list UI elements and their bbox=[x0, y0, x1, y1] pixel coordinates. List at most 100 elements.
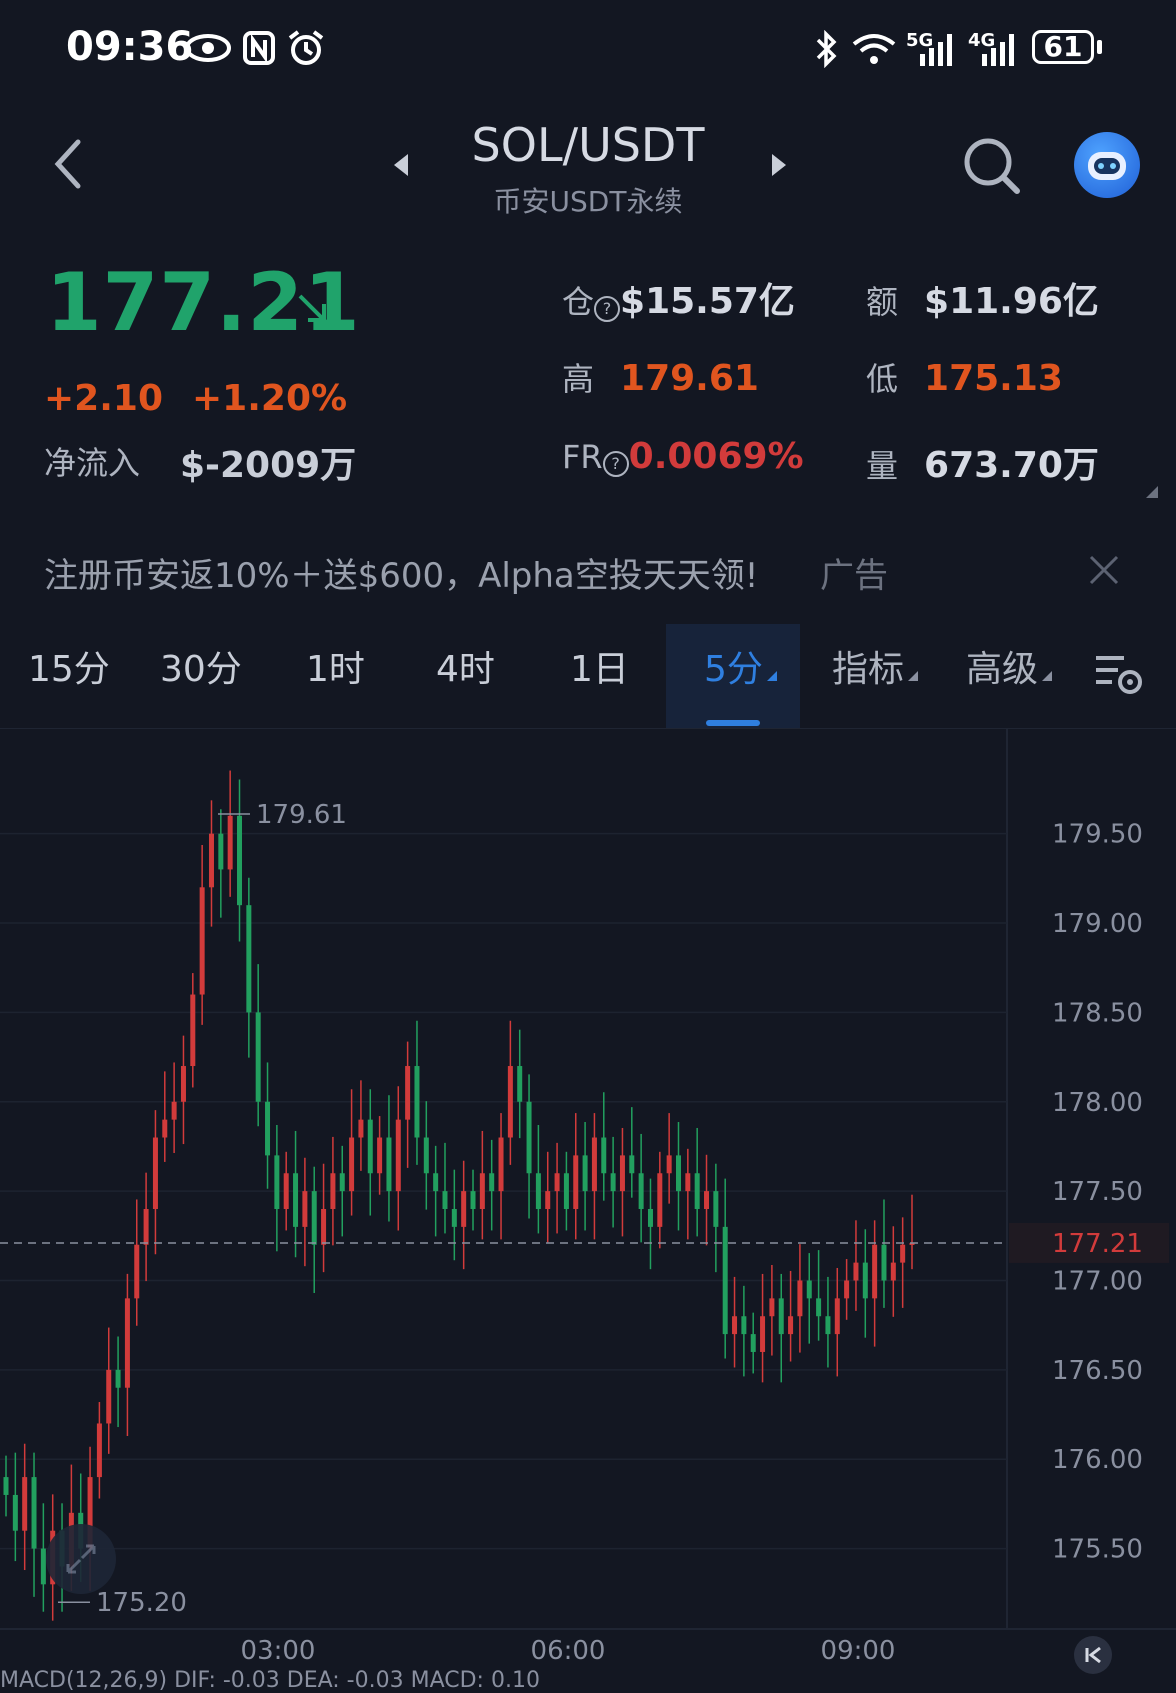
candle-body bbox=[610, 1173, 616, 1192]
chart-top-border bbox=[0, 728, 1176, 729]
candle-body bbox=[797, 1280, 803, 1317]
search-icon[interactable] bbox=[962, 136, 1022, 196]
active-tab-underline bbox=[706, 720, 760, 726]
x-tick-label: 03:00 bbox=[241, 1636, 316, 1666]
candle-body bbox=[3, 1477, 9, 1495]
candle-body bbox=[685, 1173, 691, 1192]
fr-label: FR bbox=[562, 438, 603, 476]
netflow-label: 净流入 bbox=[44, 444, 141, 482]
scroll-to-latest-icon[interactable] bbox=[1074, 1636, 1112, 1674]
candle-body bbox=[255, 1012, 261, 1102]
tab-5m[interactable]: 5分 bbox=[704, 640, 777, 692]
candle-body bbox=[293, 1173, 299, 1227]
candle-body bbox=[330, 1173, 336, 1209]
tab-30m[interactable]: 30分 bbox=[160, 649, 242, 690]
candle-body bbox=[349, 1137, 355, 1192]
candle-body bbox=[162, 1119, 168, 1138]
candle-body bbox=[881, 1244, 887, 1281]
candle-body bbox=[788, 1316, 794, 1335]
help-icon[interactable]: ? bbox=[602, 450, 629, 477]
dropdown-corner-icon bbox=[1042, 671, 1053, 681]
tab-advanced[interactable]: 高级 bbox=[966, 640, 1053, 692]
open-interest-stat: 仓? $15.57亿 bbox=[562, 272, 795, 324]
netflow-value: $-2009万 bbox=[180, 445, 357, 486]
candle-body bbox=[442, 1191, 448, 1209]
next-pair-icon[interactable] bbox=[770, 152, 788, 178]
candle-body bbox=[143, 1209, 149, 1245]
price-change-pct: +1.20% bbox=[192, 378, 348, 419]
y-tick-label: 179.00 bbox=[1052, 909, 1143, 939]
candle-body bbox=[321, 1209, 327, 1245]
tab-indicators-label: 指标 bbox=[832, 649, 905, 690]
x-tick-label: 06:00 bbox=[531, 1636, 606, 1666]
y-tick-label: 176.50 bbox=[1052, 1356, 1143, 1386]
tab-active-background bbox=[666, 624, 800, 728]
candle-body bbox=[573, 1155, 579, 1209]
bluetooth-icon bbox=[816, 30, 837, 68]
close-icon[interactable] bbox=[1088, 554, 1120, 586]
candle-body bbox=[386, 1137, 392, 1192]
assistant-avatar[interactable] bbox=[1074, 132, 1140, 198]
candle-body bbox=[704, 1191, 710, 1209]
candle-body bbox=[900, 1244, 906, 1263]
candle-body bbox=[545, 1191, 551, 1209]
nfc-icon bbox=[243, 31, 275, 65]
candle-body bbox=[666, 1155, 672, 1174]
pair-title[interactable]: SOL/USDT bbox=[471, 118, 705, 172]
price-change-abs: +2.10 bbox=[44, 378, 163, 419]
high-marker-label: 179.61 bbox=[256, 800, 347, 830]
candle-body bbox=[358, 1119, 364, 1138]
candle-body bbox=[283, 1173, 289, 1209]
tab-advanced-label: 高级 bbox=[966, 649, 1039, 690]
candle-body bbox=[218, 833, 224, 870]
y-tick-label: 178.00 bbox=[1052, 1088, 1143, 1118]
tab-4h[interactable]: 4时 bbox=[436, 649, 495, 690]
candle-body bbox=[237, 815, 243, 906]
candle-body bbox=[124, 1298, 130, 1388]
candle-body bbox=[339, 1173, 345, 1192]
oi-value: $15.57亿 bbox=[620, 281, 795, 322]
high-stat: 高 179.61 bbox=[562, 354, 759, 400]
fullscreen-toggle-icon[interactable] bbox=[46, 1524, 116, 1594]
candle-body bbox=[106, 1369, 112, 1424]
candle-body bbox=[750, 1334, 756, 1352]
candle-body bbox=[199, 887, 205, 995]
tab-1h[interactable]: 1时 bbox=[306, 649, 365, 690]
tab-1d[interactable]: 1日 bbox=[570, 649, 629, 690]
tab-15m[interactable]: 15分 bbox=[28, 649, 110, 690]
candle-body bbox=[806, 1280, 812, 1299]
ad-banner-text[interactable]: 注册币安返10%＋送$600，Alpha空投天天领! bbox=[44, 556, 759, 596]
dropdown-corner-icon bbox=[908, 671, 919, 681]
fr-value: 0.0069% bbox=[628, 436, 804, 477]
chart-settings-icon[interactable] bbox=[1094, 652, 1146, 696]
candle-body bbox=[638, 1173, 644, 1209]
candle-body bbox=[414, 1066, 420, 1138]
candle-body bbox=[498, 1137, 504, 1192]
help-icon[interactable]: ? bbox=[594, 295, 621, 322]
stats-expand-corner-icon[interactable] bbox=[1146, 486, 1158, 498]
price-down-arrow-icon bbox=[298, 294, 326, 322]
candle-body bbox=[629, 1155, 635, 1174]
y-tick-label: 178.50 bbox=[1052, 998, 1143, 1028]
low-value: 175.13 bbox=[924, 358, 1063, 399]
dropdown-corner-icon bbox=[766, 671, 777, 681]
candle-body bbox=[190, 994, 196, 1067]
candle-body bbox=[591, 1137, 597, 1192]
candle-body bbox=[909, 1242, 915, 1245]
candle-body bbox=[834, 1298, 840, 1335]
prev-pair-icon[interactable] bbox=[392, 152, 410, 178]
candle-body bbox=[778, 1298, 784, 1335]
candle-body bbox=[890, 1262, 896, 1281]
back-arrow-icon[interactable] bbox=[48, 134, 92, 194]
candle-body bbox=[657, 1173, 663, 1227]
candle-body bbox=[507, 1066, 513, 1138]
battery-indicator: 61 bbox=[1032, 30, 1094, 64]
candle-body bbox=[461, 1191, 467, 1227]
candlestick-chart[interactable]: 179.50 179.00 178.50 178.00 177.50 177.00 176.… bbox=[0, 729, 1176, 1668]
wifi-icon bbox=[852, 34, 896, 64]
candle-body bbox=[423, 1137, 429, 1174]
candle-body bbox=[470, 1191, 476, 1209]
y-tick-label: 176.00 bbox=[1052, 1445, 1143, 1475]
tab-indicators[interactable]: 指标 bbox=[832, 640, 919, 692]
last-price-label: 177.21 bbox=[1052, 1229, 1143, 1259]
